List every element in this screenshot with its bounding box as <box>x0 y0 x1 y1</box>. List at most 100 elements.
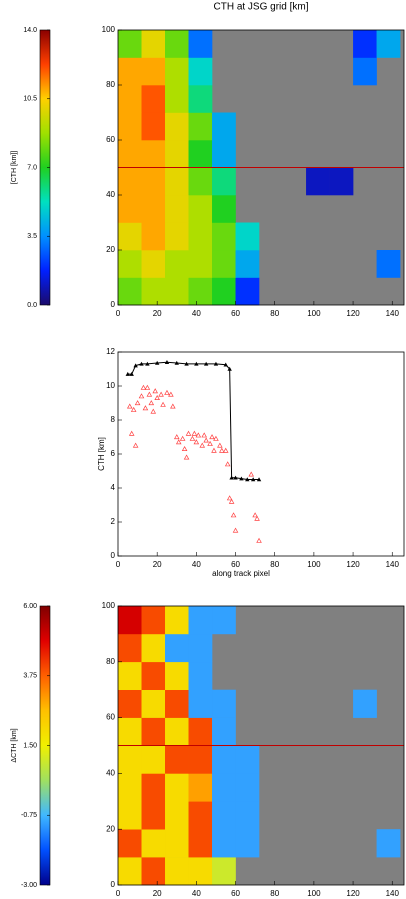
y-tick-label: 20 <box>106 824 115 833</box>
colorbar-tick-label: 7.0 <box>27 164 37 171</box>
heatmap-cell <box>141 277 166 306</box>
heatmap-cell <box>165 606 189 635</box>
heatmap-cell <box>118 633 142 663</box>
heatmap-cell <box>165 277 189 306</box>
heatmap-cell <box>212 222 236 251</box>
y-axis-label: CTH [km] <box>97 437 106 471</box>
scatter-marker <box>142 405 149 411</box>
heatmap-cell <box>212 829 236 858</box>
heatmap-cell <box>165 112 189 141</box>
heatmap-cell <box>329 167 354 196</box>
scatter-marker <box>213 435 219 441</box>
scatter-marker <box>230 512 237 518</box>
x-tick-label: 140 <box>386 560 400 569</box>
plot-frame <box>117 351 405 557</box>
plot-frame <box>117 605 405 886</box>
heatmap-cell <box>212 167 236 196</box>
heatmap-cell <box>376 30 401 58</box>
heatmap-cell <box>141 689 166 718</box>
heatmap-cell <box>188 222 213 251</box>
heatmap-cell <box>212 250 236 278</box>
scatter-marker <box>183 454 190 460</box>
heatmap-cell <box>188 195 213 223</box>
scatter-marker <box>207 440 213 446</box>
scatter-marker <box>150 408 157 414</box>
scatter-marker <box>224 461 231 467</box>
heatmap-cell <box>118 829 142 858</box>
y-tick-label: 2 <box>111 517 116 526</box>
heatmap-cell <box>212 277 236 306</box>
heatmap-cell <box>118 606 142 635</box>
x-tick-label: 80 <box>270 889 279 898</box>
y-tick-label: 8 <box>111 415 116 424</box>
heatmap-cell <box>188 250 213 278</box>
scatter-marker <box>154 394 160 401</box>
heatmap-cell <box>212 717 236 746</box>
x-tick-label: 20 <box>153 560 162 569</box>
scatter-marker <box>203 437 209 443</box>
heatmap-cell <box>235 745 260 774</box>
heatmap-cell <box>141 57 166 86</box>
scatter-marker <box>201 432 207 438</box>
heatmap-cell <box>212 606 236 635</box>
heatmap-cell <box>376 250 401 278</box>
heatmap-cell <box>188 689 213 718</box>
scatter-marker <box>164 389 170 395</box>
scatter-marker <box>189 435 196 441</box>
heatmap-cell <box>165 57 189 86</box>
x-tick-label: 80 <box>270 309 279 318</box>
heatmap-cell <box>118 277 142 306</box>
heatmap-cell <box>141 195 166 223</box>
scatter-marker <box>199 442 206 448</box>
heatmap-cell <box>118 689 142 718</box>
heatmap-cell <box>141 167 166 196</box>
heatmap-cell <box>235 277 260 306</box>
heatmap-cell <box>141 112 166 141</box>
heatmap-cell <box>165 689 189 718</box>
scatter-marker <box>209 434 215 440</box>
heatmap-cell <box>212 857 236 886</box>
scatter-marker <box>193 439 200 445</box>
scatter-marker <box>248 471 254 477</box>
scatter-marker <box>211 447 217 453</box>
x-tick-label: 0 <box>116 560 121 569</box>
heatmap-cell <box>188 30 213 58</box>
heatmap-cell <box>118 745 142 774</box>
scatter-marker <box>138 393 145 399</box>
scatter-marker <box>175 439 182 445</box>
heatmap-cell <box>165 801 189 830</box>
heatmap-cell <box>188 57 213 86</box>
heatmap-cell <box>188 633 213 663</box>
scatter-marker <box>228 498 235 504</box>
heatmap-cell <box>141 606 166 635</box>
heatmap-cell <box>141 85 166 113</box>
heatmap-cell <box>235 801 260 830</box>
x-tick-label: 120 <box>346 560 360 569</box>
colorbar-label: [CTH [km]] <box>11 151 18 184</box>
line-marker <box>129 371 134 376</box>
heatmap-cell <box>165 773 189 802</box>
heatmap-cell <box>212 112 236 141</box>
x-tick-label: 20 <box>153 309 162 318</box>
heatmap-cell <box>212 140 236 168</box>
heatmap-cell <box>118 250 142 278</box>
heatmap-cell <box>118 661 142 690</box>
heatmap-cell <box>118 140 142 168</box>
line-marker <box>250 477 256 482</box>
scatter-marker <box>132 442 139 448</box>
y-tick-label: 80 <box>106 657 115 666</box>
heatmap-cell <box>118 222 142 251</box>
scatter-marker <box>160 401 166 407</box>
heatmap-cell <box>118 30 142 58</box>
heatmap-cell <box>118 801 142 830</box>
heatmap-cell <box>118 857 142 886</box>
scatter-marker <box>126 403 133 409</box>
colorbar-tick-label: 10.5 <box>23 96 37 103</box>
y-tick-label: 60 <box>106 135 115 144</box>
x-tick-label: 40 <box>192 560 201 569</box>
y-tick-label: 20 <box>106 245 115 254</box>
heatmap-cell <box>141 661 166 690</box>
line-marker <box>213 361 219 366</box>
plot-background <box>118 352 404 556</box>
